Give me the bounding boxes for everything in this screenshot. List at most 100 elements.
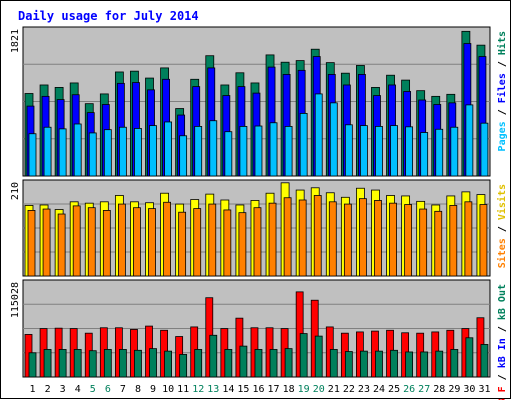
bar-kb-out bbox=[435, 350, 444, 378]
bar-pages bbox=[420, 132, 429, 177]
x-tick-label: 18 bbox=[283, 384, 295, 395]
bar-kb-out bbox=[194, 349, 203, 378]
bar-kb-out bbox=[375, 350, 383, 378]
x-tick-label: 19 bbox=[298, 384, 310, 395]
bar-kb-out bbox=[314, 335, 323, 378]
bar-kb-out bbox=[103, 349, 112, 378]
bar-pages bbox=[435, 128, 444, 177]
bar-pages bbox=[465, 104, 474, 177]
legend-entry: Hits bbox=[496, 31, 508, 55]
x-tick-label: 8 bbox=[135, 384, 141, 395]
bar-pages bbox=[284, 126, 293, 177]
legend-separator: / bbox=[497, 368, 508, 386]
y-max-label: 115028 bbox=[10, 282, 21, 318]
bar-kb-out bbox=[164, 350, 172, 378]
bar-kb-out bbox=[254, 349, 263, 378]
bar-sites bbox=[359, 198, 367, 277]
bar-sites bbox=[102, 210, 111, 277]
bar-pages bbox=[269, 122, 278, 177]
x-tick-label: 26 bbox=[403, 384, 415, 395]
x-tick-label: 3 bbox=[60, 384, 66, 395]
x-tick-label: 14 bbox=[222, 384, 234, 395]
bar-sites bbox=[148, 208, 156, 277]
bar-pages bbox=[164, 121, 172, 177]
x-tick-label: 27 bbox=[418, 384, 430, 395]
x-tick-label: 23 bbox=[358, 384, 370, 395]
legend-separator: / bbox=[497, 220, 508, 238]
bar-kb-out bbox=[299, 333, 308, 378]
bar-pages bbox=[134, 128, 142, 177]
bar-sites bbox=[449, 205, 458, 277]
day-tick-labels: 1 2 3 4 5 6 7 8 9 10 11 12 13 14 15 16 17 18 19 20 21 22 23 24 2… bbox=[30, 384, 491, 395]
bar-sites bbox=[328, 201, 337, 277]
bar-sites bbox=[283, 197, 292, 277]
bar-pages bbox=[209, 120, 218, 177]
bar-kb-out bbox=[224, 349, 233, 378]
legend-separator: / bbox=[497, 320, 508, 338]
bar-sites bbox=[133, 207, 141, 277]
bar-sites bbox=[72, 205, 81, 277]
bar-pages bbox=[450, 126, 459, 177]
legend-entry: Visits bbox=[496, 184, 508, 220]
bar-sites bbox=[253, 207, 262, 277]
x-tick-label: 16 bbox=[252, 384, 264, 395]
bar-sites bbox=[223, 209, 232, 277]
bar-sites bbox=[419, 208, 428, 277]
legend-entry: kB F bbox=[497, 386, 508, 400]
x-tick-label: 1 bbox=[30, 384, 36, 395]
bar-pages bbox=[405, 126, 414, 177]
x-tick-label: 30 bbox=[463, 384, 475, 395]
bar-sites bbox=[389, 202, 397, 277]
x-tick-label: 11 bbox=[177, 384, 189, 395]
x-tick-label: 21 bbox=[328, 384, 340, 395]
bar-pages bbox=[239, 126, 248, 177]
bar-kb-out bbox=[73, 349, 82, 378]
bar-kb-out bbox=[179, 354, 188, 378]
bar-pages bbox=[375, 126, 383, 177]
bar-kb-out bbox=[344, 351, 353, 378]
bar-kb-out bbox=[43, 349, 52, 378]
bar-pages bbox=[43, 126, 52, 177]
bar-kb-out bbox=[269, 349, 278, 378]
bar-sites bbox=[268, 202, 277, 277]
y-max-label: 210 bbox=[10, 182, 21, 200]
bar-sites bbox=[313, 195, 322, 277]
series-legend: kB F / kB In / kB Out bbox=[497, 284, 508, 400]
bar-pages bbox=[179, 135, 188, 177]
bar-sites bbox=[57, 213, 66, 277]
bar-kb-out bbox=[239, 345, 248, 378]
legend-separator: / bbox=[497, 103, 508, 121]
bar-kb-out bbox=[28, 352, 37, 378]
bar-kb-out bbox=[405, 351, 414, 378]
bar-kb-out bbox=[284, 348, 293, 378]
bar-pages bbox=[194, 126, 203, 177]
x-tick-label: 4 bbox=[75, 384, 81, 395]
bar-pages bbox=[149, 125, 157, 177]
legend-separator: / bbox=[497, 55, 508, 73]
legend-entry: Pages bbox=[497, 121, 508, 151]
bar-sites bbox=[298, 199, 307, 277]
bar-kb-out bbox=[134, 349, 142, 378]
bar-sites bbox=[464, 201, 473, 277]
legend-entry: kB In bbox=[497, 338, 508, 368]
bar-pages bbox=[118, 126, 127, 177]
series-legend: Sites / Visits bbox=[496, 184, 508, 268]
bar-pages bbox=[480, 122, 489, 177]
bar-kb-out bbox=[58, 349, 67, 378]
chart-title: Daily usage for July 2014 bbox=[18, 9, 199, 23]
x-tick-label: 2 bbox=[45, 384, 51, 395]
bar-kb-out bbox=[390, 349, 398, 378]
bar-kb-out bbox=[209, 334, 218, 378]
bar-kb-out bbox=[420, 351, 429, 378]
y-max-label: 1821 bbox=[10, 29, 21, 53]
legend-entry: Sites bbox=[496, 238, 508, 268]
bar-sites bbox=[42, 208, 51, 277]
bar-sites bbox=[163, 201, 171, 277]
bar-kb-out bbox=[450, 349, 459, 378]
series-legend: Pages / Files / Hits bbox=[496, 31, 508, 151]
bar-pages bbox=[329, 102, 338, 177]
legend-entry: kB Out bbox=[497, 284, 508, 320]
x-tick-label: 29 bbox=[448, 384, 460, 395]
bar-sites bbox=[238, 212, 247, 277]
